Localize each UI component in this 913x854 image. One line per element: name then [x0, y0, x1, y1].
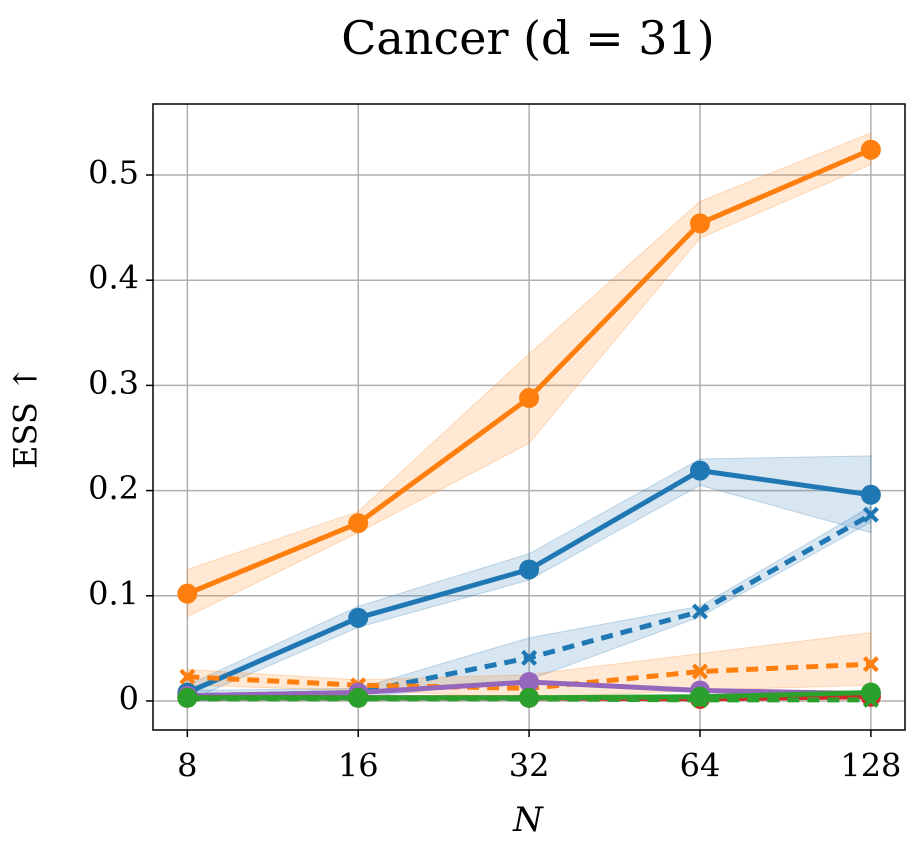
point-marker	[862, 506, 879, 523]
point-marker	[689, 213, 710, 234]
point-marker	[177, 583, 198, 604]
chart-title: Cancer (d = 31)	[341, 11, 715, 65]
point-marker	[179, 668, 196, 685]
y-tick-label: 0.1	[88, 574, 139, 612]
y-axis-label: ESS ↑	[7, 365, 45, 469]
x-tick-label: 128	[840, 747, 901, 785]
point-marker	[862, 656, 879, 673]
x-tick-label: 8	[177, 747, 197, 785]
point-marker	[689, 460, 710, 481]
x-tick-label: 32	[509, 747, 550, 785]
point-marker	[519, 672, 540, 693]
point-marker	[519, 559, 540, 580]
point-marker	[860, 484, 881, 505]
y-tick-label: 0.5	[88, 154, 139, 192]
x-axis-label: N	[512, 800, 544, 840]
point-marker	[179, 690, 196, 707]
point-marker	[860, 139, 881, 160]
point-marker	[691, 691, 708, 708]
y-tick-label: 0.3	[88, 364, 139, 402]
point-marker	[862, 691, 879, 708]
point-marker	[691, 603, 708, 620]
point-marker	[348, 607, 369, 628]
point-marker	[350, 690, 367, 707]
point-marker	[519, 388, 540, 409]
y-tick-label: 0.2	[88, 469, 139, 507]
plot-frame	[152, 103, 906, 731]
point-marker	[521, 649, 538, 666]
point-marker	[691, 663, 708, 680]
y-tick-label: 0.4	[88, 259, 139, 297]
y-tick-label: 0	[119, 679, 139, 717]
point-marker	[521, 690, 538, 707]
x-tick-label: 64	[680, 747, 721, 785]
point-marker	[348, 513, 369, 534]
x-tick-label: 16	[338, 747, 379, 785]
confidence-band	[186, 132, 872, 618]
point-marker	[689, 686, 710, 707]
